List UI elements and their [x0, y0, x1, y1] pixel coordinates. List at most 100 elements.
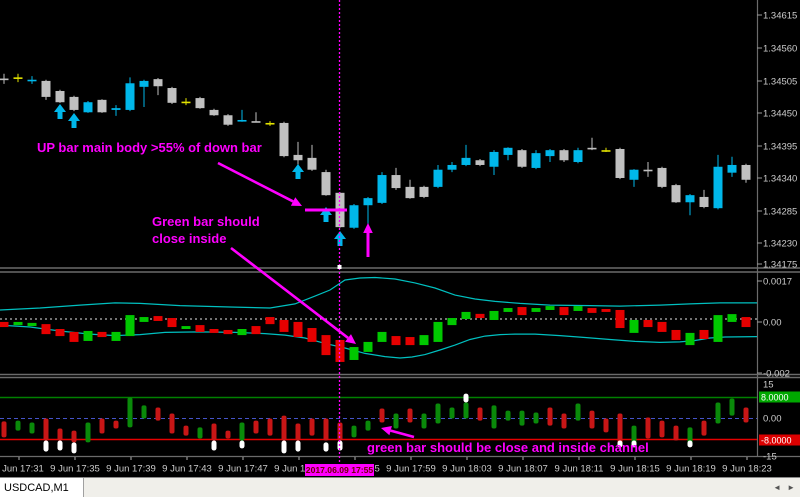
candle-body — [671, 185, 681, 203]
candle-body — [69, 96, 79, 110]
crosshair: 2017.06.09 17:55 — [305, 0, 374, 476]
indicator2-bar — [281, 415, 287, 441]
indicator2-level-box — [759, 434, 800, 446]
candle-body — [545, 150, 555, 157]
tab-scroll-left-icon[interactable]: ◄ — [773, 483, 782, 492]
indicator2-bar — [113, 420, 119, 429]
time-label: 9 Jun 17:35 — [50, 464, 100, 475]
candle-body — [111, 108, 121, 110]
tab-scroll-right-icon[interactable]: ► — [787, 483, 795, 492]
candle-body — [307, 157, 317, 170]
indicator2-white-mark — [239, 440, 245, 449]
note-up-bar: UP bar main body >55% of down bar — [37, 140, 262, 155]
indicator1-bar — [209, 328, 219, 333]
candle-body — [573, 150, 583, 163]
panel-separators — [0, 0, 800, 458]
indicator1-bar — [293, 321, 303, 338]
indicator2-bar — [519, 410, 525, 426]
indicator2-bar — [561, 413, 567, 429]
main-chart-panel — [0, 73, 751, 246]
indicator1-bar — [475, 313, 485, 319]
indicator1-bar — [251, 326, 261, 335]
indicator2-white-mark — [281, 440, 287, 454]
note-green-bar-2: close inside — [152, 231, 226, 246]
candle-body — [559, 150, 569, 161]
indicator1-bar — [349, 347, 359, 360]
indicator2-bar — [15, 420, 21, 431]
candle-body — [727, 164, 737, 173]
indicator1-bar — [111, 331, 121, 341]
indicator1-bar — [363, 341, 373, 352]
indicator2-axis-label: 0.00 — [763, 414, 782, 425]
indicator2-bar — [589, 410, 595, 429]
indicator1-upper-band — [0, 276, 757, 311]
indicator2-white-mark — [687, 440, 693, 448]
note-histogram: green bar should be close and inside cha… — [367, 440, 649, 455]
indicator2-bar — [85, 422, 91, 443]
indicator1-bar — [601, 309, 611, 312]
indicator2-bar — [211, 423, 217, 441]
indicator2-bar — [421, 413, 427, 429]
time-label: 9 Jun 18:23 — [722, 464, 772, 475]
indicator1-bar — [55, 328, 65, 337]
crosshair-time-label: 2017.06.09 17:55 — [306, 465, 374, 475]
price-label: 1.34230 — [763, 239, 797, 250]
indicator2-white-mark — [323, 442, 329, 452]
candle-body — [685, 195, 695, 203]
candle-body — [223, 115, 233, 125]
indicator2-bar — [239, 422, 245, 441]
price-label: 1.34285 — [763, 207, 797, 218]
indicator1-bar — [139, 317, 149, 322]
indicator2-bar — [155, 407, 161, 421]
time-label: 9 Jun 17:43 — [162, 464, 212, 475]
indicator2-bar — [477, 407, 483, 421]
candle-body — [433, 169, 443, 187]
candle-body — [363, 198, 373, 206]
indicator2-bar — [491, 405, 497, 429]
candle-body — [209, 109, 219, 116]
indicator2-axis-label: -15 — [763, 452, 777, 463]
indicator1-bar — [13, 321, 23, 326]
candle-body — [419, 186, 429, 197]
indicator2-bar — [183, 425, 189, 436]
candle-body — [167, 88, 177, 103]
indicator2-white-mark — [71, 442, 77, 454]
indicator1-bar — [531, 308, 541, 312]
indicator1-bar — [489, 310, 499, 320]
indicator2-bar — [393, 413, 399, 429]
candle-body — [237, 119, 247, 122]
indicator2-bar — [365, 420, 371, 431]
candle-body — [27, 79, 37, 82]
indicator1-bar — [167, 318, 177, 328]
indicator2-bar — [575, 403, 581, 421]
indicator2-bar — [645, 417, 651, 439]
indicator2-bar — [547, 407, 553, 426]
indicator1-bar — [391, 336, 401, 346]
indicator2-bar — [743, 407, 749, 423]
indicator1-bar — [265, 317, 275, 325]
indicator1-bar — [433, 321, 443, 342]
candle-body — [321, 172, 331, 196]
time-axis: 9 Jun 17:31 9 Jun 17:35 9 Jun 17:39 9 Jun 1… — [0, 457, 772, 475]
indicator2-level-label: -8.0000 — [761, 436, 792, 446]
indicator1-bar — [419, 335, 429, 346]
indicator1-axis-label: 0.0017 — [763, 277, 792, 288]
candle-body — [461, 157, 471, 165]
crosshair-separator-dot — [337, 265, 342, 269]
indicator2-bar — [29, 422, 35, 434]
time-label: 9 Jun 18:19 — [666, 464, 716, 475]
tab-usdcad-m1[interactable]: USDCAD,M1 — [0, 478, 84, 497]
indicator1-bar — [321, 335, 331, 356]
indicator2-white-mark — [295, 440, 301, 452]
indicator2-bar — [127, 397, 133, 428]
indicator1-bar — [83, 330, 93, 341]
candle-body — [279, 122, 289, 157]
chart-background — [0, 0, 800, 477]
indicator2-bar — [463, 402, 469, 419]
time-label: 9 Jun 17:39 — [106, 464, 156, 475]
arrow-to-green-bar-line — [230, 246, 349, 339]
candle-body — [713, 166, 723, 209]
indicator2-bar — [253, 420, 259, 434]
indicator2-bar — [141, 405, 147, 419]
